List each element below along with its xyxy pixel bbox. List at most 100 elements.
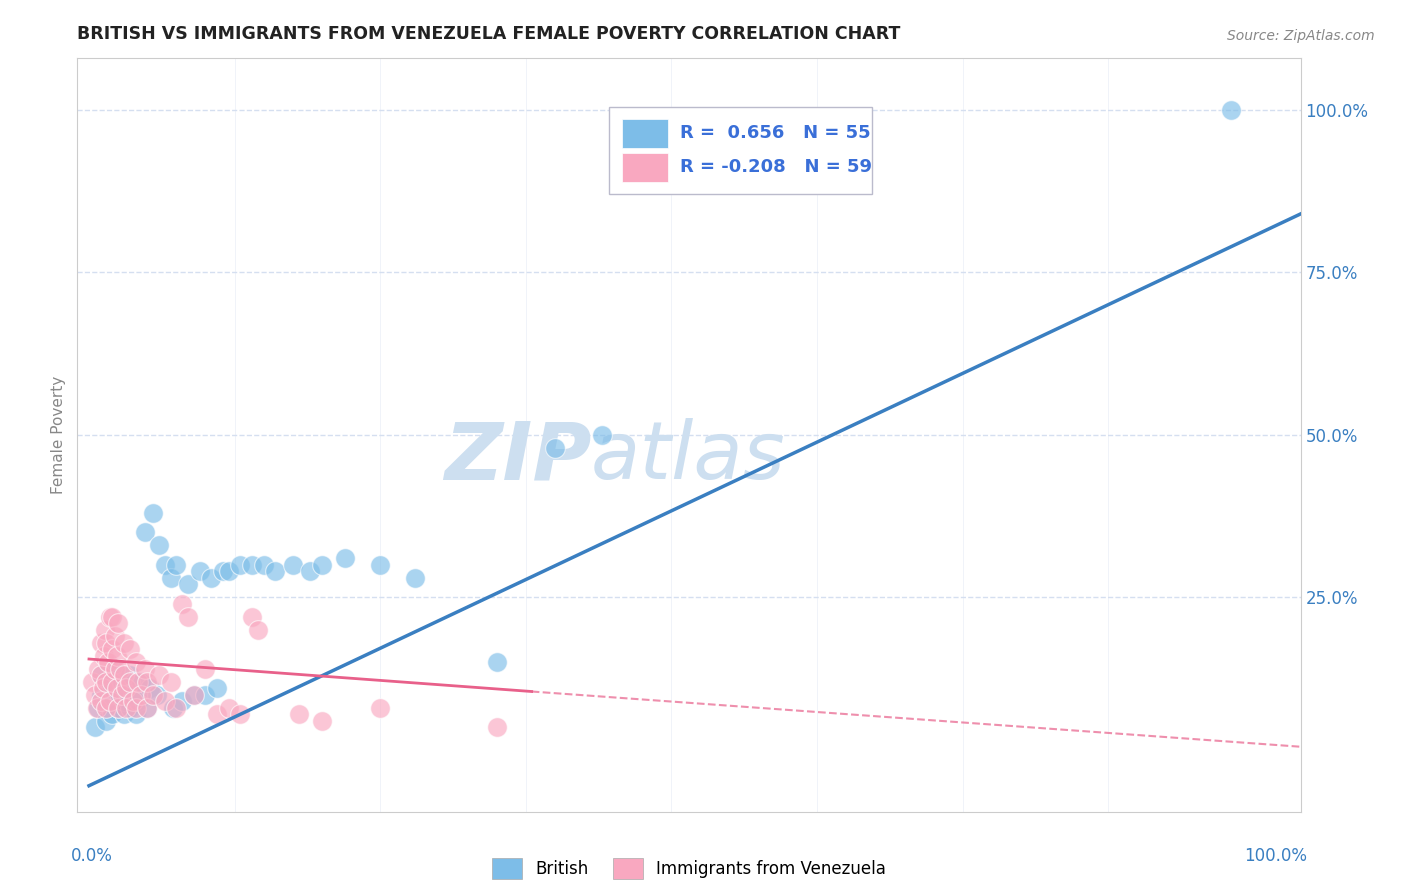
Point <box>136 674 159 689</box>
Point <box>122 688 145 702</box>
Point <box>115 700 138 714</box>
Point <box>311 558 333 572</box>
Point <box>104 662 127 676</box>
Point <box>110 674 132 689</box>
Point <box>115 681 138 696</box>
Point <box>159 571 181 585</box>
Point <box>281 558 304 572</box>
Point <box>162 700 184 714</box>
Point <box>229 558 252 572</box>
Point <box>591 428 613 442</box>
Point <box>105 681 128 696</box>
Text: 100.0%: 100.0% <box>1244 847 1306 864</box>
Point <box>264 564 287 578</box>
Point <box>1219 103 1241 117</box>
Point <box>218 564 240 578</box>
Point <box>91 681 114 696</box>
Point <box>112 636 135 650</box>
Point <box>142 506 165 520</box>
Point <box>112 707 135 722</box>
Point <box>98 609 121 624</box>
Point <box>97 655 120 669</box>
Point <box>107 700 129 714</box>
Point <box>544 441 567 455</box>
Point <box>183 688 205 702</box>
Point <box>131 688 153 702</box>
Point <box>96 636 118 650</box>
Point <box>101 609 124 624</box>
Point <box>90 668 112 682</box>
Point <box>136 700 159 714</box>
Point <box>127 694 149 708</box>
Point <box>98 694 121 708</box>
Point <box>110 688 132 702</box>
Text: R =  0.656   N = 55: R = 0.656 N = 55 <box>681 124 870 143</box>
Point <box>86 700 108 714</box>
Point <box>194 688 217 702</box>
Point <box>112 668 135 682</box>
Point <box>287 707 309 722</box>
Point <box>153 558 176 572</box>
Point <box>240 558 263 572</box>
Point <box>124 655 146 669</box>
Point <box>138 681 160 696</box>
Point <box>131 674 153 689</box>
Point <box>485 720 508 734</box>
Point <box>101 642 124 657</box>
Text: ZIP: ZIP <box>444 418 591 497</box>
Point <box>93 648 115 663</box>
FancyBboxPatch shape <box>621 119 668 148</box>
Point <box>229 707 252 722</box>
Legend: British, Immigrants from Venezuela: British, Immigrants from Venezuela <box>492 858 886 879</box>
Point <box>87 662 110 676</box>
Point <box>172 597 194 611</box>
Point <box>311 714 333 728</box>
Point <box>87 700 110 714</box>
Text: 0.0%: 0.0% <box>72 847 112 864</box>
Point <box>112 694 135 708</box>
Text: atlas: atlas <box>591 418 786 497</box>
Point <box>104 662 127 676</box>
Point <box>83 720 105 734</box>
Point <box>368 700 391 714</box>
Point <box>148 538 170 552</box>
Point <box>183 688 205 702</box>
Point <box>134 662 156 676</box>
Text: Source: ZipAtlas.com: Source: ZipAtlas.com <box>1227 29 1375 43</box>
Point <box>212 564 235 578</box>
Point <box>335 551 357 566</box>
Point <box>96 694 118 708</box>
Point <box>90 668 112 682</box>
Point <box>145 688 167 702</box>
Point <box>107 616 129 631</box>
Point <box>90 694 112 708</box>
Point <box>200 571 222 585</box>
Point <box>83 688 105 702</box>
Point <box>368 558 391 572</box>
Point <box>404 571 426 585</box>
Point <box>118 642 141 657</box>
Point <box>153 694 176 708</box>
Point <box>218 700 240 714</box>
Point <box>104 629 127 643</box>
Point <box>98 674 121 689</box>
Point <box>205 681 228 696</box>
Point <box>118 668 141 682</box>
Point <box>122 694 145 708</box>
Point <box>246 623 269 637</box>
Point <box>134 525 156 540</box>
Point <box>127 674 149 689</box>
Point <box>142 688 165 702</box>
Point <box>253 558 276 572</box>
Point <box>188 564 211 578</box>
Point <box>159 674 181 689</box>
Point <box>124 700 146 714</box>
Point <box>148 668 170 682</box>
Text: BRITISH VS IMMIGRANTS FROM VENEZUELA FEMALE POVERTY CORRELATION CHART: BRITISH VS IMMIGRANTS FROM VENEZUELA FEM… <box>77 25 901 43</box>
Point <box>165 558 187 572</box>
Point <box>165 700 187 714</box>
Point <box>105 648 128 663</box>
Point <box>96 714 118 728</box>
FancyBboxPatch shape <box>621 153 668 182</box>
FancyBboxPatch shape <box>609 107 873 194</box>
